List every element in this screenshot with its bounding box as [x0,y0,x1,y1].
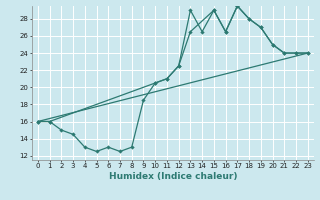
X-axis label: Humidex (Indice chaleur): Humidex (Indice chaleur) [108,172,237,181]
